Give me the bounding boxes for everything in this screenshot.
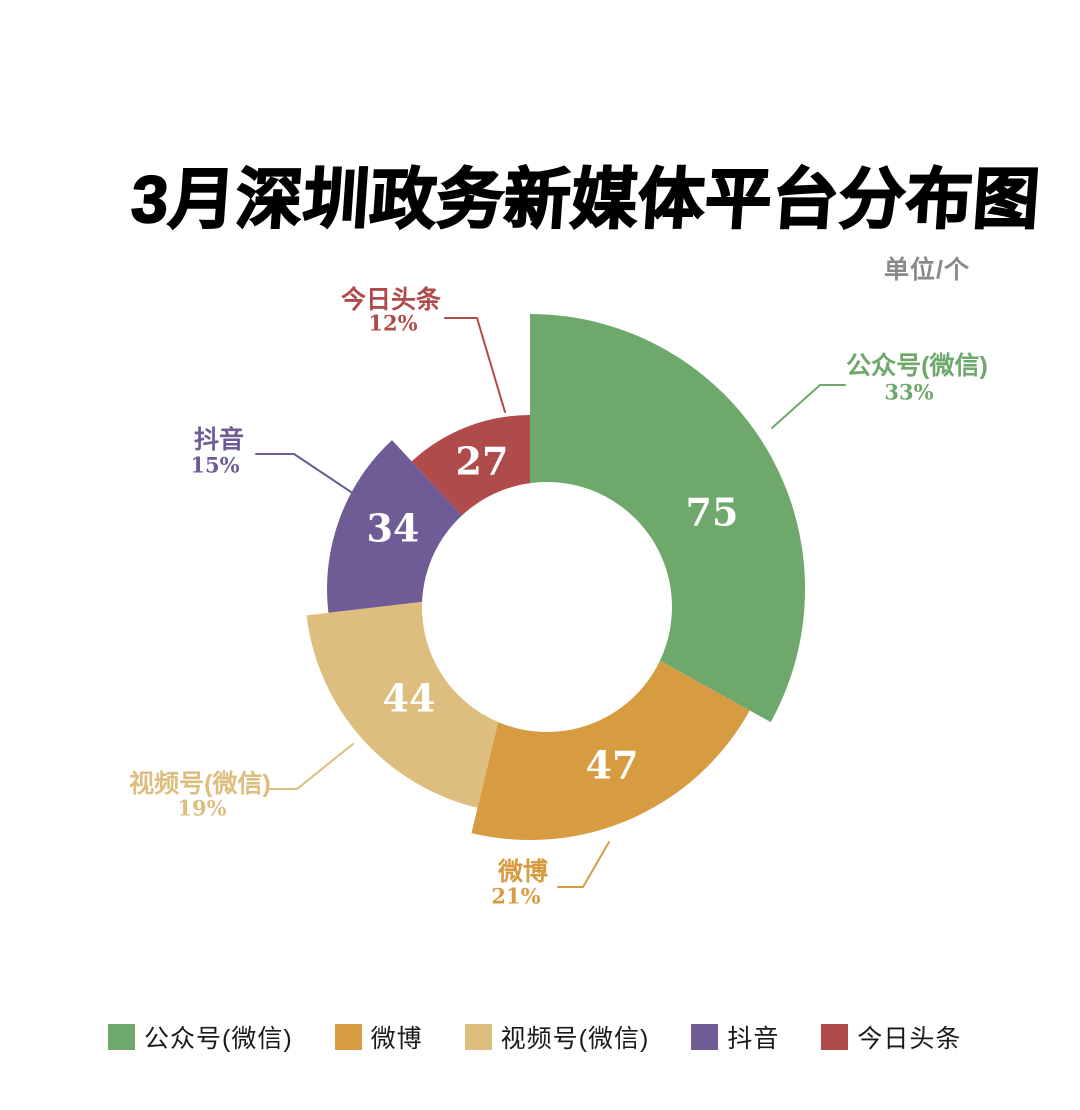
legend-swatch-toutiao (821, 1024, 849, 1050)
legend-item-gongzhonghao: 公众号(微信) (108, 1019, 293, 1055)
value-label-weibo: 47 (586, 743, 639, 788)
leader-line-shipinhao (267, 743, 354, 790)
leader-line-toutiao (444, 317, 506, 413)
leader-line-douyin (255, 453, 358, 497)
callout-pct-gongzhonghao: 33% (884, 380, 933, 405)
callout-label-shipinhao: 视频号(微信) (129, 770, 271, 798)
value-label-gongzhonghao: 75 (686, 490, 739, 535)
callout-pct-weibo: 21% (491, 884, 540, 909)
legend-swatch-weibo (334, 1024, 362, 1050)
callout-toutiao: 今日头条 12% (341, 285, 506, 413)
callout-label-douyin: 抖音 (194, 425, 244, 454)
leader-line-weibo (557, 841, 610, 888)
callout-pct-douyin: 15% (190, 453, 239, 478)
legend-label-douyin: 抖音 (727, 1025, 780, 1053)
slice-value-labels: 75 47 44 34 27 (367, 439, 739, 788)
legend-label-toutiao: 今日头条 (857, 1025, 962, 1053)
legend-item-shipinhao: 视频号(微信) (464, 1019, 650, 1055)
callouts: 公众号(微信) 33% 微博 21% 视频号(微信) 19% 抖音 15% 今日… (129, 285, 988, 909)
callout-shipinhao: 视频号(微信) 19% (129, 743, 354, 821)
legend-item-douyin: 抖音 (691, 1019, 779, 1055)
callout-pct-shipinhao: 19% (177, 796, 226, 821)
legend-swatch-gongzhonghao (108, 1024, 135, 1050)
callout-weibo: 微博 21% (491, 841, 610, 909)
legend-item-weibo: 微博 (334, 1019, 423, 1055)
chart-legend: 公众号(微信) 微博 视频号(微信) 抖音 今日头条 (108, 1019, 961, 1055)
callout-gongzhonghao: 公众号(微信) 33% (771, 352, 988, 429)
legend-label-weibo: 微博 (370, 1025, 423, 1053)
value-label-douyin: 34 (367, 506, 420, 551)
legend-label-gongzhonghao: 公众号(微信) (144, 1025, 293, 1053)
legend-item-toutiao: 今日头条 (821, 1019, 961, 1055)
legend-label-shipinhao: 视频号(微信) (500, 1025, 650, 1053)
legend-swatch-douyin (691, 1024, 719, 1050)
leader-line-gongzhonghao (771, 384, 846, 429)
donut-hole (422, 482, 672, 732)
callout-label-gongzhonghao: 公众号(微信) (846, 352, 988, 380)
unit-label: 单位/个 (884, 256, 970, 284)
callout-pct-toutiao: 12% (368, 311, 417, 336)
value-label-shipinhao: 44 (383, 676, 436, 721)
legend-swatch-shipinhao (464, 1024, 492, 1050)
callout-douyin: 抖音 15% (190, 425, 358, 497)
callout-label-toutiao: 今日头条 (341, 285, 442, 314)
value-label-toutiao: 27 (456, 439, 509, 484)
callout-label-weibo: 微博 (497, 858, 548, 886)
